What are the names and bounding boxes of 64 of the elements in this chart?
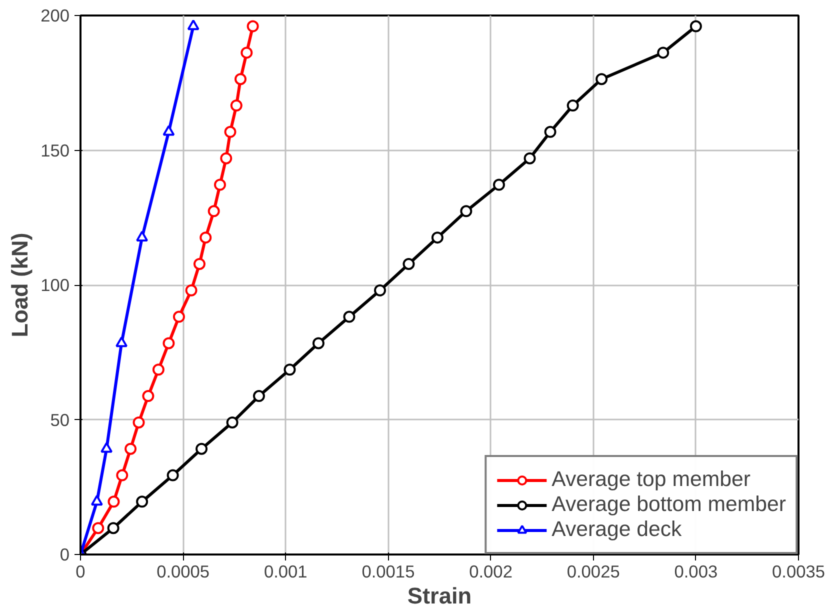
point	[284, 364, 296, 376]
x-tick-label: 0.002	[469, 562, 512, 582]
point	[132, 416, 145, 428]
y-axis-title: Load (kN)	[6, 232, 33, 338]
x-tick-label: 0.001	[264, 562, 308, 582]
point	[100, 442, 113, 453]
x-tick-label: 0	[76, 562, 86, 582]
point	[690, 20, 702, 32]
point	[208, 205, 220, 218]
point	[374, 284, 386, 296]
point	[107, 522, 120, 534]
point	[220, 152, 232, 164]
point	[460, 205, 472, 218]
point	[544, 126, 556, 138]
point	[343, 310, 356, 323]
point	[90, 494, 103, 506]
point	[193, 258, 206, 270]
point	[240, 46, 253, 59]
point	[136, 496, 148, 508]
x-tick-label: 0.0025	[566, 562, 620, 582]
point	[224, 126, 236, 138]
x-tick-label: 0.0035	[772, 562, 825, 582]
point	[187, 20, 200, 30]
y-tick-label: 150	[40, 140, 70, 160]
legend-label: Average deck	[552, 517, 682, 542]
x-tick-label: 0.003	[674, 562, 718, 582]
point	[200, 232, 212, 244]
point	[524, 152, 536, 164]
x-axis-title: Strain	[407, 582, 472, 608]
legend-label: Average bottom member	[552, 492, 786, 517]
point	[152, 364, 164, 376]
point	[252, 390, 265, 402]
point	[116, 469, 128, 482]
point	[431, 232, 444, 244]
point	[116, 336, 128, 348]
point	[142, 390, 154, 402]
x-tick-label: 0.0005	[156, 562, 210, 582]
point	[196, 442, 208, 455]
point	[214, 178, 226, 191]
y-tick-label: 200	[40, 6, 70, 26]
y-tick-label: 50	[50, 410, 70, 430]
point	[124, 442, 137, 455]
point	[492, 178, 505, 191]
point	[596, 73, 608, 86]
point	[108, 496, 120, 508]
legend-label: Average top member	[552, 467, 750, 492]
point	[566, 100, 579, 112]
point	[92, 522, 104, 534]
point	[402, 258, 415, 270]
x-tick-label: 0.0015	[362, 562, 415, 582]
point	[312, 337, 324, 350]
point	[185, 284, 198, 296]
point	[166, 469, 179, 482]
point	[234, 73, 247, 86]
point	[162, 125, 175, 136]
point	[230, 100, 242, 112]
point	[162, 337, 175, 350]
point	[226, 416, 238, 428]
y-tick-label: 100	[40, 275, 70, 295]
point	[172, 310, 185, 323]
point	[136, 230, 148, 242]
point	[246, 20, 259, 32]
point	[657, 46, 670, 59]
y-tick-label: 0	[60, 544, 70, 564]
